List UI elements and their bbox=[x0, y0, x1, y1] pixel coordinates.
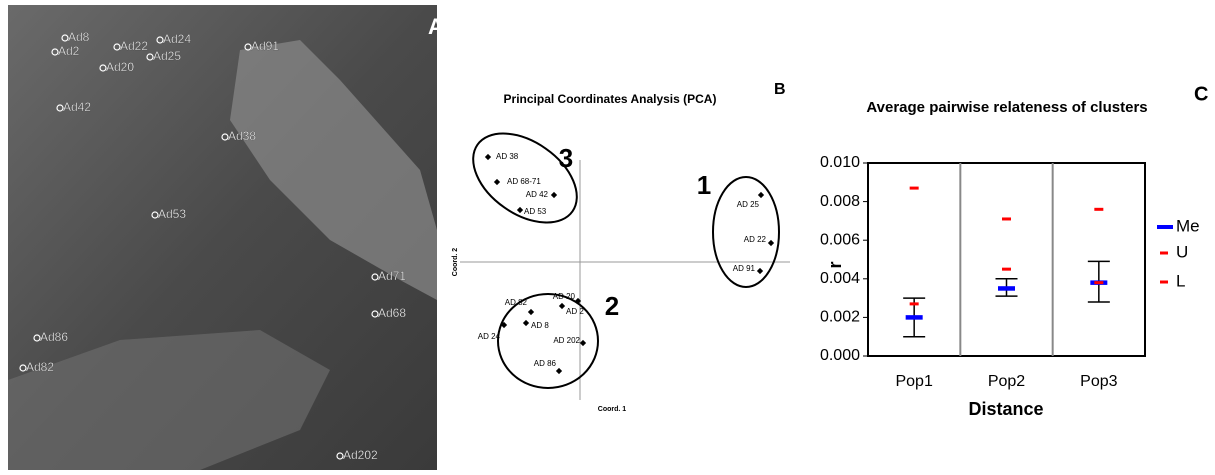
chart-title: Average pairwise relateness of clusters bbox=[866, 99, 1147, 116]
point-label: AD 20 bbox=[553, 292, 576, 301]
cluster-label: 1 bbox=[697, 170, 711, 200]
point bbox=[494, 179, 500, 185]
point-label: AD 91 bbox=[733, 264, 756, 273]
marker bbox=[906, 315, 923, 320]
chart-title: Principal Coordinates Analysis (PCA) bbox=[504, 92, 717, 106]
point-label: AD 42 bbox=[526, 190, 549, 199]
y-axis-label: Coord. 2 bbox=[452, 248, 459, 276]
marker bbox=[1002, 268, 1011, 271]
site-label: Ad24 bbox=[163, 32, 191, 46]
site-label: Ad8 bbox=[68, 30, 90, 44]
legend-swatch bbox=[1157, 225, 1173, 229]
y-tick-label: 0.004 bbox=[820, 270, 860, 287]
site-label: Ad25 bbox=[153, 49, 181, 63]
x-axis-label: Distance bbox=[968, 399, 1043, 419]
point-label: AD 202 bbox=[553, 336, 580, 345]
y-tick-label: 0.008 bbox=[820, 193, 860, 210]
site-label: Ad2 bbox=[58, 44, 80, 58]
site-label: Ad202 bbox=[343, 448, 378, 462]
legend-label: Me bbox=[1176, 216, 1200, 235]
point bbox=[559, 303, 565, 309]
point-label: AD 2 bbox=[566, 307, 584, 316]
figure: A Ad8Ad2 Ad22 Ad20 Ad25 Ad24 Ad91 Ad42 Ad38 Ad53… bbox=[0, 0, 1215, 475]
y-tick-label: 0.010 bbox=[820, 154, 860, 171]
point bbox=[580, 340, 586, 346]
y-axis-label: r bbox=[825, 261, 845, 268]
panel-label: B bbox=[774, 81, 786, 98]
marker bbox=[1002, 217, 1011, 220]
x-tick-label: Pop2 bbox=[988, 373, 1025, 390]
point bbox=[528, 309, 534, 315]
y-tick-label: 0.006 bbox=[820, 231, 860, 248]
x-tick-label: Pop1 bbox=[895, 373, 932, 390]
site-label: Ad68 bbox=[378, 306, 406, 320]
marker bbox=[910, 187, 919, 190]
panel-label: C bbox=[1194, 83, 1208, 105]
site-label: Ad38 bbox=[228, 129, 256, 143]
point bbox=[758, 192, 764, 198]
point bbox=[768, 240, 774, 246]
point-label: AD 53 bbox=[524, 207, 547, 216]
marker bbox=[998, 286, 1015, 291]
point bbox=[551, 192, 557, 198]
legend-label: L bbox=[1176, 271, 1185, 290]
point-label: AD 68-71 bbox=[507, 177, 541, 186]
point-label: AD 25 bbox=[737, 200, 760, 209]
point-label: AD 8 bbox=[531, 321, 549, 330]
point bbox=[757, 268, 763, 274]
point-label: AD 24 bbox=[478, 332, 501, 341]
x-axis-label: Coord. 1 bbox=[598, 406, 626, 413]
site-label: Ad22 bbox=[120, 39, 148, 53]
point bbox=[517, 207, 523, 213]
plot-frame bbox=[868, 163, 1145, 356]
legend-swatch bbox=[1160, 281, 1168, 284]
point-label: AD 86 bbox=[534, 359, 557, 368]
y-tick-label: 0.000 bbox=[820, 347, 860, 364]
point-label: AD 22 bbox=[744, 235, 767, 244]
site-label: Ad53 bbox=[158, 207, 186, 221]
site-label: Ad86 bbox=[40, 330, 68, 344]
point bbox=[556, 368, 562, 374]
cluster-label: 3 bbox=[559, 143, 573, 173]
marker bbox=[910, 302, 919, 305]
y-tick-label: 0.002 bbox=[820, 309, 860, 326]
site-label: Ad42 bbox=[63, 100, 91, 114]
site-label: Ad82 bbox=[26, 360, 54, 374]
cluster-label: 2 bbox=[605, 291, 619, 321]
marker bbox=[1094, 281, 1103, 284]
marker bbox=[1094, 208, 1103, 211]
point bbox=[523, 320, 529, 326]
site-label: Ad20 bbox=[106, 60, 134, 74]
panel-label: A bbox=[428, 14, 444, 39]
point-label: AD 82 bbox=[505, 298, 528, 307]
point bbox=[485, 154, 491, 160]
site-label: Ad71 bbox=[378, 269, 406, 283]
legend-swatch bbox=[1160, 252, 1168, 255]
x-tick-label: Pop3 bbox=[1080, 373, 1117, 390]
site-label: Ad91 bbox=[251, 39, 279, 53]
point-label: AD 38 bbox=[496, 152, 519, 161]
legend-label: U bbox=[1176, 242, 1188, 261]
divider bbox=[437, 5, 440, 415]
